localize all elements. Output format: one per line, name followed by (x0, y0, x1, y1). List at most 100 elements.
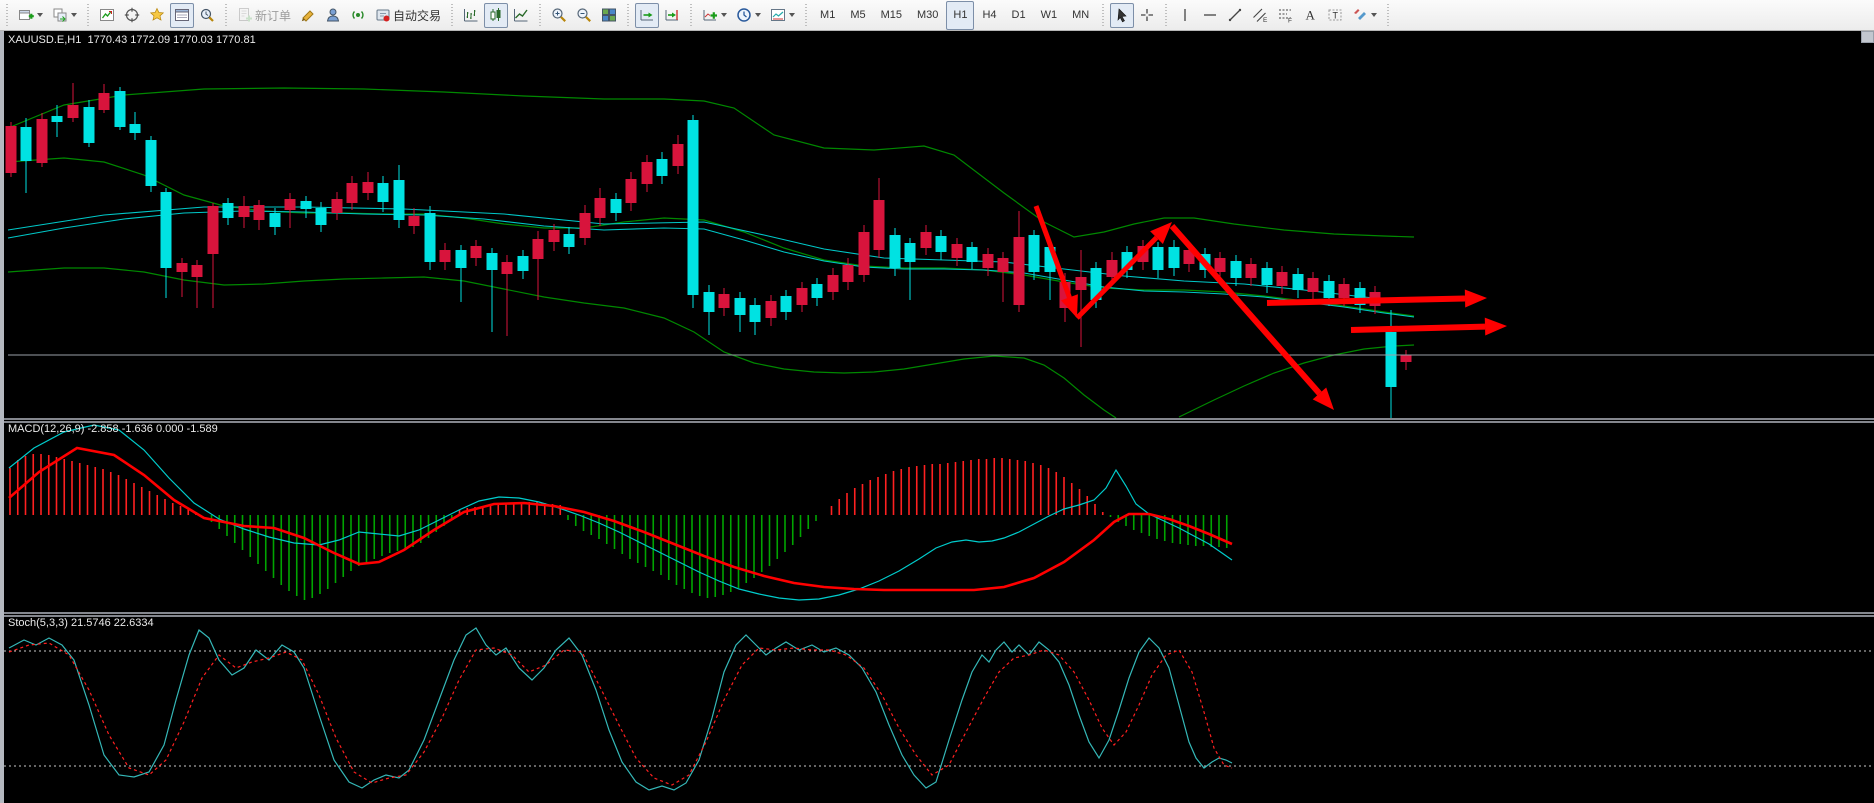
metaeditor-button[interactable] (296, 3, 320, 28)
textA-icon: A (1302, 7, 1318, 23)
tf-h1-button[interactable]: H1 (946, 0, 975, 30)
zoom-in-button[interactable] (547, 3, 571, 28)
toolbar-grip[interactable] (85, 4, 91, 26)
toolbar-grip[interactable] (449, 4, 456, 26)
pane-splitters[interactable] (4, 418, 1874, 617)
toolbar-grip[interactable] (537, 4, 544, 26)
robot-icon (375, 7, 391, 23)
macd-signal-line (8, 446, 1233, 592)
long-down-arrow[interactable] (1169, 224, 1334, 410)
tf-d1-button[interactable]: D1 (1005, 1, 1033, 30)
svg-text:A: A (1306, 8, 1316, 23)
template-icon (770, 7, 786, 23)
chart-symbol-period: XAUUSD.E,H1 (8, 34, 82, 46)
market-icon (99, 7, 115, 23)
clock-icon (736, 7, 752, 23)
trend-arrow-annotations[interactable] (1033, 205, 1507, 410)
tile-windows-button[interactable] (597, 3, 621, 28)
toolbar-grip[interactable] (1100, 4, 1107, 26)
templates-button[interactable] (766, 3, 799, 28)
zigzag-up-arrow[interactable] (1075, 222, 1172, 320)
candle-icon (488, 7, 504, 23)
market-watch-button[interactable] (95, 3, 119, 28)
channel-icon: E (1252, 7, 1268, 23)
tf-m1-button[interactable]: M1 (813, 1, 842, 30)
cursor-button[interactable] (1110, 2, 1135, 28)
macd-line (8, 424, 1233, 601)
bar-chart-mode-button[interactable] (459, 3, 483, 28)
tf-h4-label: H4 (982, 9, 997, 21)
tf-h1-label: H1 (953, 9, 968, 21)
tf-m15-button[interactable]: M15 (874, 1, 909, 30)
horizontal-arrow-upper[interactable] (1266, 289, 1487, 308)
auto-scroll-button[interactable] (635, 2, 660, 28)
new-order-label: 新订单 (255, 8, 292, 23)
community-button[interactable] (321, 3, 345, 28)
arrows-tool-button[interactable] (1348, 3, 1381, 28)
tf-m15-label: M15 (880, 9, 902, 21)
tf-w1-button[interactable]: W1 (1034, 1, 1065, 30)
toolbar-grip[interactable] (4, 4, 10, 26)
indicators-list-button[interactable] (698, 3, 731, 28)
auto-trading-button[interactable]: 自动交易 (371, 3, 445, 28)
periods-button[interactable] (732, 3, 765, 28)
neworder-icon (237, 7, 253, 23)
text-button[interactable]: A (1298, 3, 1322, 28)
crosshair-button[interactable] (1135, 3, 1159, 28)
new-chart-button[interactable] (14, 3, 47, 28)
signals-button[interactable] (346, 3, 370, 28)
candlestick-mode-button[interactable] (484, 2, 509, 28)
gold-icon (300, 7, 316, 23)
tf-mn-button[interactable]: MN (1065, 1, 1096, 30)
price-chart-canvas[interactable] (4, 31, 1874, 803)
main-toolbar: 新订单 自动交易 M1 M5 M15 M30 H1 H4 D1 W1 MN E F A T (0, 0, 1874, 31)
indicators-icon (702, 7, 718, 23)
chart-title: XAUUSD.E,H1 1770.43 1772.09 1770.03 1770… (8, 34, 256, 46)
chart-profiles-button[interactable] (48, 3, 81, 28)
tf-h4-button[interactable]: H4 (975, 1, 1003, 30)
toolbar-grip[interactable] (625, 4, 632, 26)
toolbar-grip[interactable] (223, 4, 229, 26)
tline-icon (1227, 7, 1243, 23)
horizontal-line-button[interactable] (1198, 3, 1222, 28)
data-window-button[interactable] (120, 3, 144, 28)
candlestick-series (5, 83, 1412, 418)
chevron-down-icon (721, 13, 728, 17)
toolbar-grip[interactable] (1385, 4, 1392, 26)
equidistant-channel-button[interactable]: E (1248, 3, 1272, 28)
new-order-button[interactable]: 新订单 (233, 3, 295, 28)
textT-icon: T (1327, 7, 1343, 23)
chartplus-icon (18, 7, 34, 23)
zigzag-down-arrow[interactable] (1033, 205, 1078, 318)
chart-shift-button[interactable] (660, 3, 684, 28)
hline-icon (1202, 7, 1218, 23)
broadcast-icon (350, 7, 366, 23)
cursor-icon (1114, 7, 1130, 23)
line-chart-mode-button[interactable] (509, 3, 533, 28)
crosshair-icon (1139, 7, 1155, 23)
vertical-line-button[interactable] (1173, 3, 1197, 28)
tf-m5-button[interactable]: M5 (843, 1, 872, 30)
fibonacci-retracement-button[interactable]: F (1273, 3, 1297, 28)
tf-mn-label: MN (1072, 9, 1090, 21)
zoom-out-button[interactable] (572, 3, 596, 28)
toolbar-grip[interactable] (803, 4, 810, 26)
macd-indicator-label: MACD(12,26,9) -2.858 -1.636 0.000 -1.589 (8, 423, 218, 435)
terminal-button[interactable] (170, 2, 194, 28)
profiles-icon (52, 7, 68, 23)
trendline-button[interactable] (1223, 3, 1247, 28)
chevron-down-icon (37, 13, 43, 17)
horizontal-arrow-lower[interactable] (1350, 317, 1507, 336)
text-label-button[interactable]: T (1323, 3, 1347, 28)
toolbar-grip[interactable] (688, 4, 695, 26)
stoch-d-line (8, 642, 1233, 786)
tf-m30-button[interactable]: M30 (910, 1, 945, 30)
chevron-down-icon (1371, 13, 1378, 17)
toolbar-grip[interactable] (1163, 4, 1170, 26)
chart-window[interactable]: XAUUSD.E,H1 1770.43 1772.09 1770.03 1770… (0, 31, 1874, 803)
shift-icon (664, 7, 680, 23)
navigator-button[interactable] (145, 3, 169, 28)
vline-icon (1177, 7, 1193, 23)
strategy-tester-button[interactable] (195, 3, 219, 28)
tf-m1-label: M1 (820, 9, 836, 21)
